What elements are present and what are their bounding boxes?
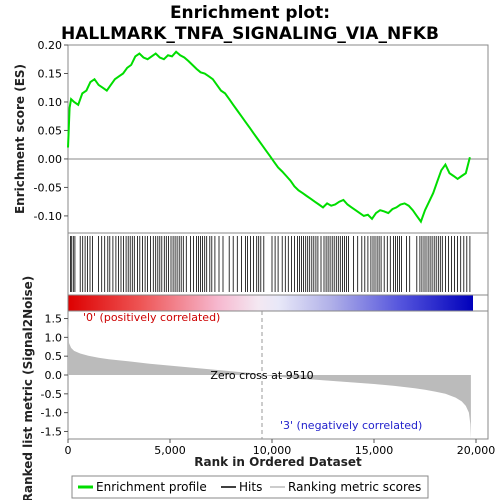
metric-y-tick-label: -1.0: [41, 407, 62, 420]
metric-y-tick-label: 0.5: [45, 350, 63, 363]
x-tick-label: 0: [65, 444, 72, 457]
x-tick-label: 10,000: [253, 444, 292, 457]
es-y-axis: 0.20 0.15 0.10 0.05 0.00 -0.05 -0.10: [34, 39, 68, 223]
legend-hits-label: Hits: [239, 480, 262, 494]
ranked-list-heatmap-bar: [68, 295, 473, 311]
es-y-tick-label: 0.20: [38, 39, 63, 52]
legend: Enrichment profile Hits Ranking metric s…: [71, 475, 429, 499]
chart-title-line2: HALLMARK_TNFA_SIGNALING_VIA_NFKB: [61, 24, 439, 44]
x-tick-label: 5,000: [154, 444, 186, 457]
legend-enrichment-label: Enrichment profile: [96, 480, 207, 494]
es-y-tick-label: 0.00: [38, 153, 63, 166]
metric-y-tick-label: -1.5: [41, 425, 62, 438]
metric-x-axis: 0 5,000 10,000 15,000 20,000: [65, 439, 496, 457]
metric-y-axis-label: Ranked list metric (Signal2Noise): [21, 276, 35, 500]
metric-y-tick-label: -0.5: [41, 388, 62, 401]
es-y-axis-label: Enrichment score (ES): [13, 64, 27, 214]
es-y-tick-label: 0.05: [38, 124, 63, 137]
metric-y-axis: 1.5 1.0 0.5 0.0 -0.5 -1.0 -1.5: [41, 313, 68, 438]
metric-y-tick-label: 1.5: [45, 313, 63, 326]
metric-y-tick-label: 0.0: [45, 369, 63, 382]
positive-correlated-label: '0' (positively correlated): [83, 311, 220, 324]
enrichment-profile-line: [67, 50, 471, 224]
legend-metric-label: Ranking metric scores: [288, 480, 421, 494]
negative-correlated-label: '3' (negatively correlated): [280, 419, 422, 432]
legend-frame: [71, 475, 429, 499]
es-y-tick-label: -0.10: [34, 210, 62, 223]
x-tick-label: 15,000: [355, 444, 394, 457]
chart-title-line1: Enrichment plot:: [170, 3, 330, 23]
es-y-tick-label: -0.05: [34, 181, 62, 194]
x-axis-label: Rank in Ordered Dataset: [194, 455, 362, 469]
metric-y-tick-label: 1.0: [45, 331, 63, 344]
ranking-metric-area: [68, 316, 471, 439]
x-tick-label: 20,000: [457, 444, 496, 457]
es-y-tick-label: 0.10: [38, 96, 63, 109]
es-panel-frame: [67, 44, 489, 234]
zero-cross-label: Zero cross at 9510: [210, 369, 313, 382]
hits-marks: [70, 236, 471, 292]
es-y-tick-label: 0.15: [38, 67, 63, 80]
